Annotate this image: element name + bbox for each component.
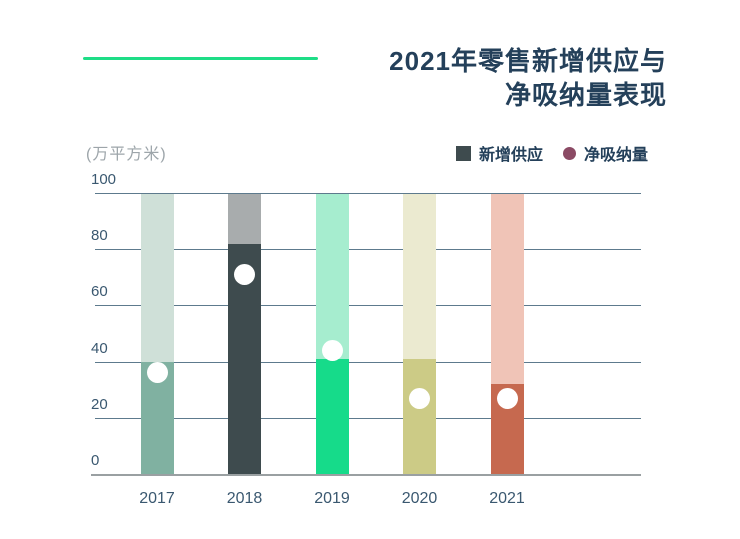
legend-supply-label: 新增供应 [478, 147, 543, 164]
x-label-2017: 2017 [139, 490, 175, 507]
gridline-40 [95, 361, 641, 363]
gridline-100 [95, 193, 641, 194]
y-axis-unit-label: (万平方米) [86, 146, 167, 163]
x-label-2020: 2020 [401, 490, 438, 507]
absorption-dot-2017 [146, 362, 168, 384]
y-tick-label-40: 40 [91, 339, 108, 357]
absorption-dot-2019 [321, 339, 343, 361]
absorption-dot-icon [562, 146, 576, 160]
legend-absorption-label: 净吸纳量 [583, 147, 648, 164]
supply-square-icon [455, 145, 471, 161]
title-accent-line [83, 57, 318, 60]
chart-title: 2021年零售新增供应与 净吸纳量表现 [389, 44, 667, 112]
legend-item-supply: 新增供应 [455, 141, 543, 165]
chart-title-line2: 净吸纳量表现 [504, 80, 667, 110]
x-label-2021: 2021 [489, 490, 525, 507]
legend: 新增供应 净吸纳量 [455, 141, 648, 165]
absorption-dot-2020 [409, 387, 430, 409]
gridline-60 [95, 305, 641, 307]
supply-bar-2019 [315, 358, 349, 474]
absorption-dot-2021 [496, 387, 518, 409]
x-label-2018: 2018 [226, 490, 263, 507]
y-tick-label-0: 0 [91, 452, 100, 469]
legend-item-absorption: 净吸纳量 [562, 141, 648, 165]
y-tick-label-100: 100 [91, 171, 117, 188]
y-tick-label-20: 20 [91, 395, 108, 413]
y-tick-label-80: 80 [91, 227, 108, 245]
gridline-20 [95, 417, 641, 419]
gridline-80 [95, 249, 641, 251]
x-axis-line [91, 474, 641, 476]
x-label-2019: 2019 [314, 490, 350, 507]
supply-bar-2020 [403, 358, 436, 474]
absorption-dot-2018 [234, 263, 255, 285]
chart-title-line1: 2021年零售新增供应与 [389, 46, 667, 76]
y-tick-label-60: 60 [91, 283, 108, 301]
